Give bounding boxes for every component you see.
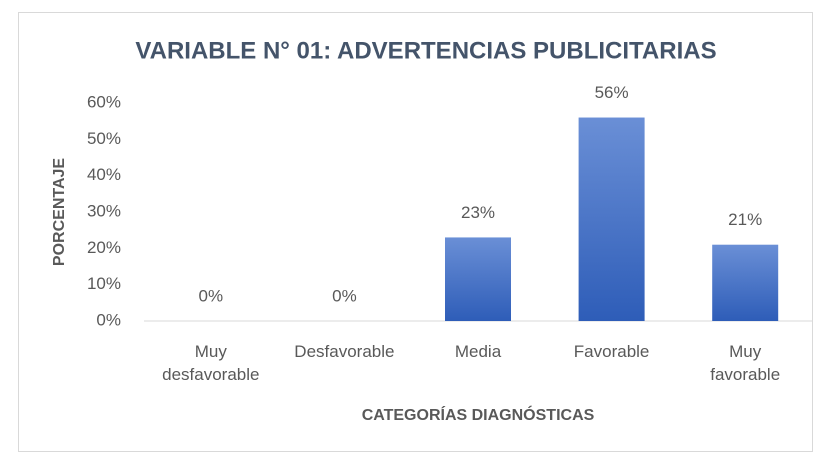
x-axis-label: CATEGORÍAS DIAGNÓSTICAS [362, 405, 595, 424]
x-tick-label: Muy desfavorable [162, 342, 260, 384]
data-label: 56% [595, 83, 629, 102]
data-label: 21% [728, 210, 762, 229]
y-tick-label: 50% [87, 129, 121, 148]
y-tick-label: 60% [87, 92, 121, 111]
y-axis-label: PORCENTAJE [51, 158, 68, 266]
bar [445, 237, 511, 321]
y-tick-label: 30% [87, 201, 121, 220]
data-label: 0% [332, 286, 357, 305]
y-tick-label: 0% [96, 310, 121, 329]
bar [712, 244, 779, 321]
x-tick-label: Favorable [573, 342, 650, 361]
x-tick-label: Muy favorable [710, 342, 781, 384]
y-tick-label: 40% [87, 165, 121, 184]
bar [578, 117, 645, 322]
y-tick-label: 10% [87, 274, 121, 293]
y-tick-label: 20% [87, 238, 121, 257]
data-label: 23% [461, 203, 495, 222]
chart-title: VARIABLE N° 01: ADVERTENCIAS PUBLICITARI… [135, 37, 716, 64]
x-tick-label: Desfavorable [294, 342, 395, 361]
chart-border [18, 12, 813, 452]
x-tick-label: Media [454, 342, 502, 361]
data-label: 0% [199, 286, 224, 305]
